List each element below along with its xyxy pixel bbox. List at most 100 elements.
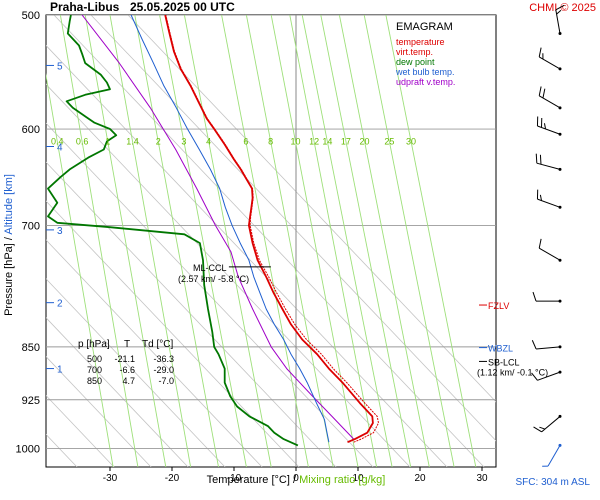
pressure-tick-label: 700 bbox=[22, 220, 40, 232]
dry-adiabat-line bbox=[46, 356, 152, 467]
series-udpraft-v-temp bbox=[81, 15, 355, 440]
sb-lcl-detail: (1.12 km/ -0.1 °C) bbox=[477, 367, 548, 377]
mixing-ratio-label: 6 bbox=[243, 136, 248, 146]
wind-barb-station-dot bbox=[558, 106, 562, 110]
mixing-ratio-line bbox=[84, 15, 167, 467]
svg-text:Temperature [°C] / Mixing rati: Temperature [°C] / Mixing ratio [g/kg] bbox=[207, 474, 386, 486]
mixing-ratio-labels: 0.4 0.6 1 1.4 2 3 4 6 8 10 12 14 17 20 25 30 bbox=[51, 136, 416, 146]
legend-wet-bulb: wet bulb temp. bbox=[395, 67, 455, 77]
mixing-ratio-line bbox=[183, 15, 272, 467]
dry-adiabat-line bbox=[90, 15, 496, 442]
ml-ccl-label: ML-CCL bbox=[193, 263, 227, 273]
mixing-ratio-line bbox=[270, 15, 359, 467]
x-tick-label: 20 bbox=[414, 473, 426, 484]
pressure-tick-label: 1000 bbox=[16, 444, 40, 456]
wind-barb-staff bbox=[537, 198, 561, 208]
mixing-ratio-line bbox=[289, 15, 378, 467]
dry-adiabat-line bbox=[53, 15, 485, 467]
table-cell: 850 bbox=[87, 376, 102, 386]
wind-barb-flag bbox=[538, 86, 542, 96]
x-tick-label: -30 bbox=[103, 473, 118, 484]
mixing-ratio-line bbox=[385, 15, 477, 467]
svg-text:Pressure [hPa] / Altitude [km]: Pressure [hPa] / Altitude [km] bbox=[3, 174, 15, 316]
datetime-title: 25.05.2025 00 UTC bbox=[130, 0, 235, 14]
ml-ccl-detail: (2.57 km/ -5.8 °C) bbox=[178, 274, 249, 284]
wind-barb-staff bbox=[538, 247, 561, 261]
mixing-ratio-line bbox=[159, 15, 247, 467]
wind-barb-station-dot bbox=[558, 167, 562, 171]
y-axis-label-2: Altitude [km] bbox=[3, 174, 15, 235]
wind-barb-staff bbox=[541, 416, 561, 433]
wind-barb-staff bbox=[538, 56, 561, 70]
wind-barb-station-dot bbox=[558, 132, 562, 136]
wind-barb-station-dot bbox=[558, 31, 562, 35]
mixing-ratio-label: 8 bbox=[268, 136, 273, 146]
wind-barb-flag bbox=[538, 47, 542, 57]
wind-barb-station-dot bbox=[558, 299, 562, 303]
mixing-ratio-label: 20 bbox=[360, 136, 370, 146]
table-cell: 4.7 bbox=[122, 376, 135, 386]
mixing-ratio-label: 30 bbox=[406, 136, 416, 146]
wind-barb-staff bbox=[538, 95, 561, 109]
altitude-tick-label: 3 bbox=[57, 226, 63, 237]
table-cell: -21.1 bbox=[114, 354, 135, 364]
wind-barb-flag bbox=[539, 154, 542, 165]
pressure-tick-label: 925 bbox=[22, 395, 40, 407]
wind-barb-flag bbox=[538, 238, 542, 249]
level-label-sb-lcl: SB-LCL bbox=[488, 357, 520, 367]
mixing-ratio-line bbox=[363, 15, 455, 467]
table-cell: -6.6 bbox=[119, 365, 135, 375]
wind-barb-station-dot bbox=[558, 345, 562, 349]
mixing-ratio-line bbox=[134, 15, 219, 467]
series-temperature bbox=[164, 15, 374, 444]
mixing-ratio-label: 2 bbox=[156, 136, 161, 146]
mixing-ratio-label: 1.4 bbox=[126, 136, 139, 146]
mixing-ratio-line bbox=[338, 15, 430, 467]
mixing-ratio-line bbox=[109, 15, 192, 467]
mixing-ratio-label: 14 bbox=[322, 136, 332, 146]
legend-title: EMAGRAM bbox=[396, 21, 453, 33]
legend-temperature: temperature bbox=[396, 37, 445, 47]
table-cell: -36.3 bbox=[153, 354, 174, 364]
mixing-ratio-label: 12 bbox=[309, 136, 319, 146]
legend: EMAGRAM temperature virt.temp. dew point… bbox=[395, 21, 455, 87]
wind-barb-station-dot bbox=[558, 414, 562, 418]
legend-dew-point: dew point bbox=[396, 57, 435, 67]
x-axis-label: Temperature [°C] bbox=[207, 474, 290, 486]
y-axis-title: Pressure [hPa] / Altitude [km] bbox=[3, 174, 15, 316]
wind-barb-flag bbox=[542, 88, 546, 99]
x-tick-label: 0 bbox=[293, 473, 299, 484]
level-label-fzlv: FZLV bbox=[488, 301, 509, 311]
pressure-tick-label: 600 bbox=[22, 124, 40, 136]
mixing-ratio-label: 1 bbox=[105, 136, 110, 146]
x-axis-title: Temperature [°C] / Mixing ratio [g/kg] bbox=[207, 474, 386, 486]
wind-barb-staff bbox=[536, 346, 561, 350]
dry-adiabat-line bbox=[46, 122, 374, 467]
wind-barb-flag bbox=[539, 426, 546, 430]
wind-barb-flag bbox=[532, 291, 537, 302]
surface-info: SFC: 304 m ASL bbox=[516, 477, 591, 488]
mixing-ratio-line bbox=[301, 15, 393, 467]
dry-adiabat-line bbox=[46, 239, 263, 467]
mixing-ratio-label: 3 bbox=[181, 136, 186, 146]
mixing-ratio-label: 10 bbox=[290, 136, 300, 146]
x-axis-label-2: Mixing ratio [g/kg] bbox=[299, 474, 385, 486]
copyright-text: CHMI © 2025 bbox=[529, 2, 596, 14]
wind-barb-flag bbox=[535, 153, 538, 164]
dry-adiabat-line bbox=[46, 317, 189, 467]
mixing-ratio-label: 17 bbox=[341, 136, 351, 146]
altitude-tick-label: 5 bbox=[57, 61, 63, 72]
altitude-tick-label: 2 bbox=[57, 299, 63, 310]
series-virt-temp bbox=[165, 15, 379, 443]
station-title: Praha-Libus bbox=[50, 0, 120, 14]
dry-adiabat-line bbox=[46, 83, 411, 467]
wind-barb-station-dot bbox=[558, 258, 562, 262]
mixing-ratio-label: 0.6 bbox=[76, 136, 89, 146]
data-table: p [hPa] T Td [°C] 500 -21.1 -36.3 700 -6… bbox=[78, 339, 174, 386]
wind-barb-staff bbox=[547, 445, 561, 467]
series-layer bbox=[47, 15, 379, 447]
legend-updraft: udpraft v.temp. bbox=[396, 77, 455, 87]
mixing-ratio-label: 4 bbox=[206, 136, 211, 146]
